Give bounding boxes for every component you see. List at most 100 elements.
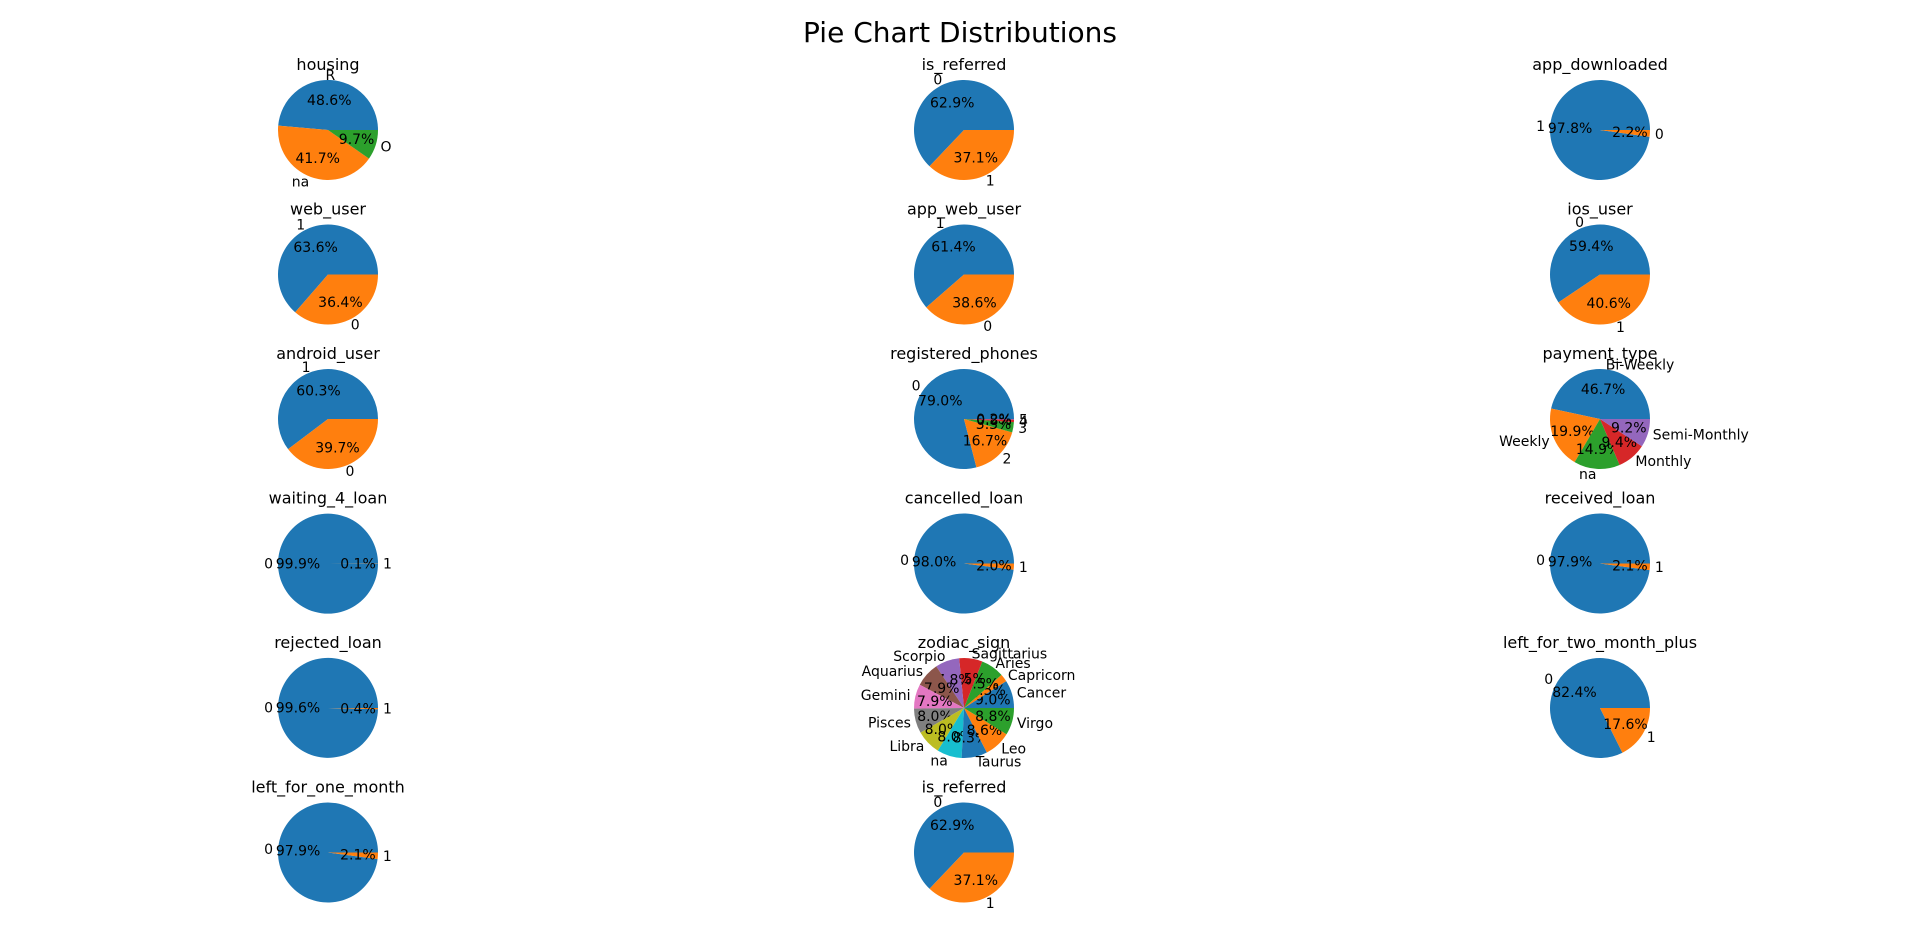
slice-percent: 16.7%	[963, 433, 1007, 449]
pie-slice-0	[1600, 130, 1650, 137]
slice-percent: 97.8%	[1548, 121, 1592, 137]
slice-percent: 97.9%	[1548, 555, 1592, 571]
slice-percent: 46.7%	[1581, 382, 1625, 398]
pie-slice-1	[929, 852, 1014, 903]
pie-title: app_web_user	[907, 200, 1022, 220]
pie-title: android_user	[276, 344, 380, 364]
slice-label: 0	[1536, 553, 1545, 569]
pie-slice-1	[913, 224, 1014, 308]
slice-label: 1	[383, 702, 392, 718]
slice-percent: 0.4%	[340, 701, 376, 717]
pie-slice-o	[328, 130, 378, 159]
pie-slice-na	[937, 708, 964, 758]
pie-slice-taurus	[961, 708, 987, 758]
pie-title: is_referred	[922, 778, 1007, 798]
slice-label: na	[1579, 467, 1596, 483]
slice-label: Pisces	[868, 715, 911, 731]
pie-slice-4	[964, 419, 1014, 423]
slice-label: 1	[296, 217, 305, 233]
slice-percent: 97.9%	[276, 844, 320, 860]
pie-slice-1	[1600, 563, 1651, 571]
slice-label: Monthly	[1635, 454, 1691, 470]
slice-percent: 38.6%	[952, 296, 996, 312]
slice-percent: 39.7%	[315, 440, 359, 456]
pie-slice-na	[277, 125, 369, 181]
slice-percent: 0.8%	[976, 413, 1012, 429]
pie-title: left_for_two_month_plus	[1503, 633, 1697, 653]
pie-slice-bi-weekly	[1551, 368, 1650, 419]
slice-percent: 60.3%	[296, 384, 340, 400]
slice-label: Aries	[996, 656, 1031, 672]
pie-title: received_loan	[1545, 489, 1656, 509]
slice-label: 2	[1003, 451, 1012, 467]
pie-slice-0	[913, 802, 1014, 889]
pie-slice-aquarius	[919, 666, 964, 708]
slice-percent: 99.6%	[276, 701, 320, 717]
pie-slice-3	[964, 419, 1014, 433]
slice-label: 5	[1019, 412, 1028, 428]
pie-rejected-loan-12: rejected_loan 0 99.6% 1 0.4%	[264, 633, 392, 758]
slice-percent: 82.4%	[1552, 685, 1596, 701]
pie-slice-leo	[964, 708, 1007, 753]
pie-slice-5	[964, 419, 1015, 420]
slice-label: 0	[983, 319, 992, 335]
slice-percent: 63.6%	[293, 240, 337, 256]
slice-label: Cancer	[1017, 686, 1067, 702]
slice-percent: 59.4%	[1569, 239, 1613, 255]
slice-label: R	[326, 68, 336, 84]
pie-slice-monthly	[1600, 419, 1642, 465]
pie-title: payment_type	[1542, 344, 1657, 364]
pie-title: rejected_loan	[274, 633, 382, 653]
slice-label: 4	[1019, 414, 1028, 430]
pie-cancelled-loan-10: cancelled_loan 0 98.0% 1 2.0%	[900, 489, 1028, 614]
slice-label: Scorpio	[893, 649, 945, 665]
pie-slice-0	[914, 368, 1014, 469]
slice-percent: 62.9%	[930, 818, 974, 834]
slice-label: 0	[1575, 215, 1584, 231]
pie-left-for-one-month-15: left_for_one_month 0 97.9% 1 2.1%	[251, 778, 405, 903]
pie-slice-1	[328, 852, 378, 860]
slice-percent: 9.0%	[975, 693, 1011, 709]
pie-title: cancelled_loan	[905, 489, 1023, 509]
pie-slice-pisces	[914, 708, 964, 733]
slice-label: 1	[1019, 560, 1028, 576]
slice-label: 0	[933, 73, 942, 89]
slice-label: 0	[351, 318, 360, 334]
slice-percent: 8.6%	[967, 723, 1003, 739]
pie-slice-0	[926, 274, 1014, 325]
pie-slice-sagittarius	[959, 658, 983, 708]
pie-slice-2	[964, 419, 1013, 468]
pie-slice-scorpio	[936, 658, 964, 708]
pie-slice-1	[1550, 79, 1650, 180]
slice-label: Sagittarius	[972, 647, 1048, 663]
pie-title: zodiac_sign	[918, 633, 1010, 653]
slice-percent: 40.6%	[1586, 296, 1630, 312]
slice-label: 1	[1647, 730, 1656, 746]
pie-slice-0	[278, 657, 379, 758]
pie-slice-0	[295, 274, 378, 325]
slice-label: 1	[986, 174, 995, 190]
slice-percent: 0.2%	[976, 412, 1012, 428]
pie-slice-1	[278, 369, 378, 450]
figure-title: Pie Chart Distributions	[803, 16, 1117, 49]
slice-label: Gemini	[861, 688, 911, 704]
slice-label: na	[930, 754, 947, 770]
pie-slice-1	[278, 224, 379, 313]
slice-percent: 8.8%	[975, 709, 1011, 725]
pie-slice-1	[964, 563, 1014, 570]
pie-title: app_downloaded	[1532, 55, 1667, 75]
slice-label: 0	[933, 795, 942, 811]
slice-percent: 98.0%	[912, 555, 956, 571]
slice-label: Libra	[889, 739, 924, 755]
slice-percent: 9.4%	[1602, 435, 1638, 451]
pie-slice-0	[1549, 513, 1650, 614]
slice-percent: 7.9%	[917, 694, 953, 710]
slice-percent: 2.2%	[1612, 125, 1648, 141]
